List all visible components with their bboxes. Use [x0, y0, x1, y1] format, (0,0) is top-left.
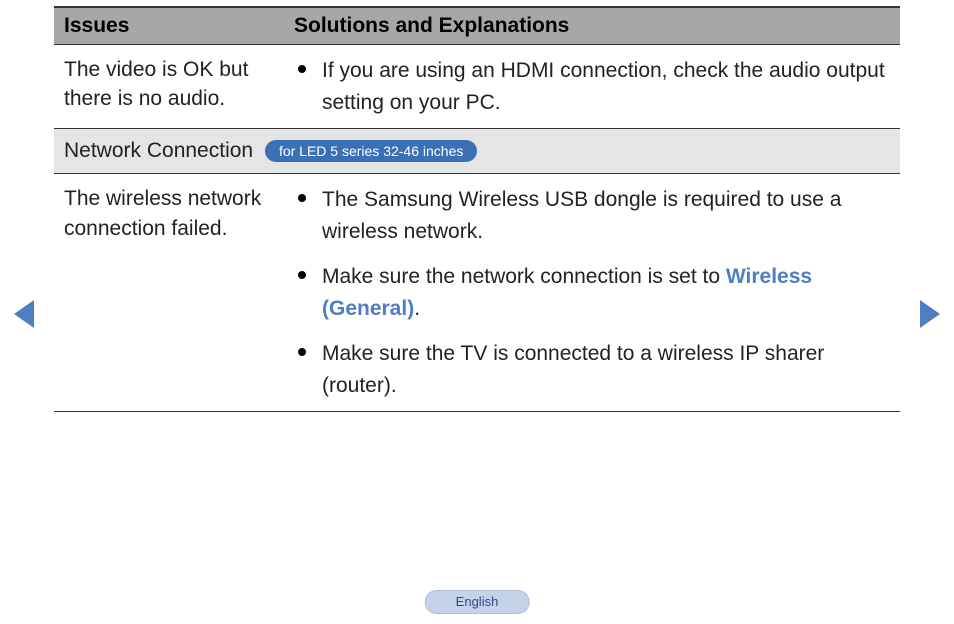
table-header-row: Issues Solutions and Explanations [54, 7, 900, 45]
section-label: Network Connection [64, 139, 253, 163]
solution-list: The Samsung Wireless USB dongle is requi… [294, 184, 890, 401]
solution-item: Make sure the TV is connected to a wirel… [294, 338, 890, 401]
solution-cell: If you are using an HDMI connection, che… [284, 45, 900, 129]
header-issues: Issues [54, 7, 284, 45]
next-page-arrow[interactable] [920, 300, 940, 328]
header-solutions: Solutions and Explanations [284, 7, 900, 45]
solution-cell: The Samsung Wireless USB dongle is requi… [284, 174, 900, 412]
solution-text-pre: Make sure the network connection is set … [322, 265, 726, 288]
solution-text-post: . [414, 297, 420, 320]
solution-item: Make sure the network connection is set … [294, 261, 890, 324]
solution-list: If you are using an HDMI connection, che… [294, 55, 890, 118]
issue-cell: The video is OK but there is no audio. [54, 45, 284, 129]
language-pill[interactable]: English [425, 590, 530, 614]
table-row: The wireless network connection failed. … [54, 174, 900, 412]
table-row: The video is OK but there is no audio. I… [54, 45, 900, 129]
solution-item: If you are using an HDMI connection, che… [294, 55, 890, 118]
manual-page: Issues Solutions and Explanations The vi… [0, 0, 954, 412]
section-row: Network Connection for LED 5 series 32-4… [54, 129, 900, 174]
solution-item: The Samsung Wireless USB dongle is requi… [294, 184, 890, 247]
prev-page-arrow[interactable] [14, 300, 34, 328]
model-pill: for LED 5 series 32-46 inches [265, 140, 477, 162]
issue-cell: The wireless network connection failed. [54, 174, 284, 412]
troubleshoot-table: Issues Solutions and Explanations The vi… [54, 6, 900, 412]
section-cell: Network Connection for LED 5 series 32-4… [54, 129, 900, 174]
